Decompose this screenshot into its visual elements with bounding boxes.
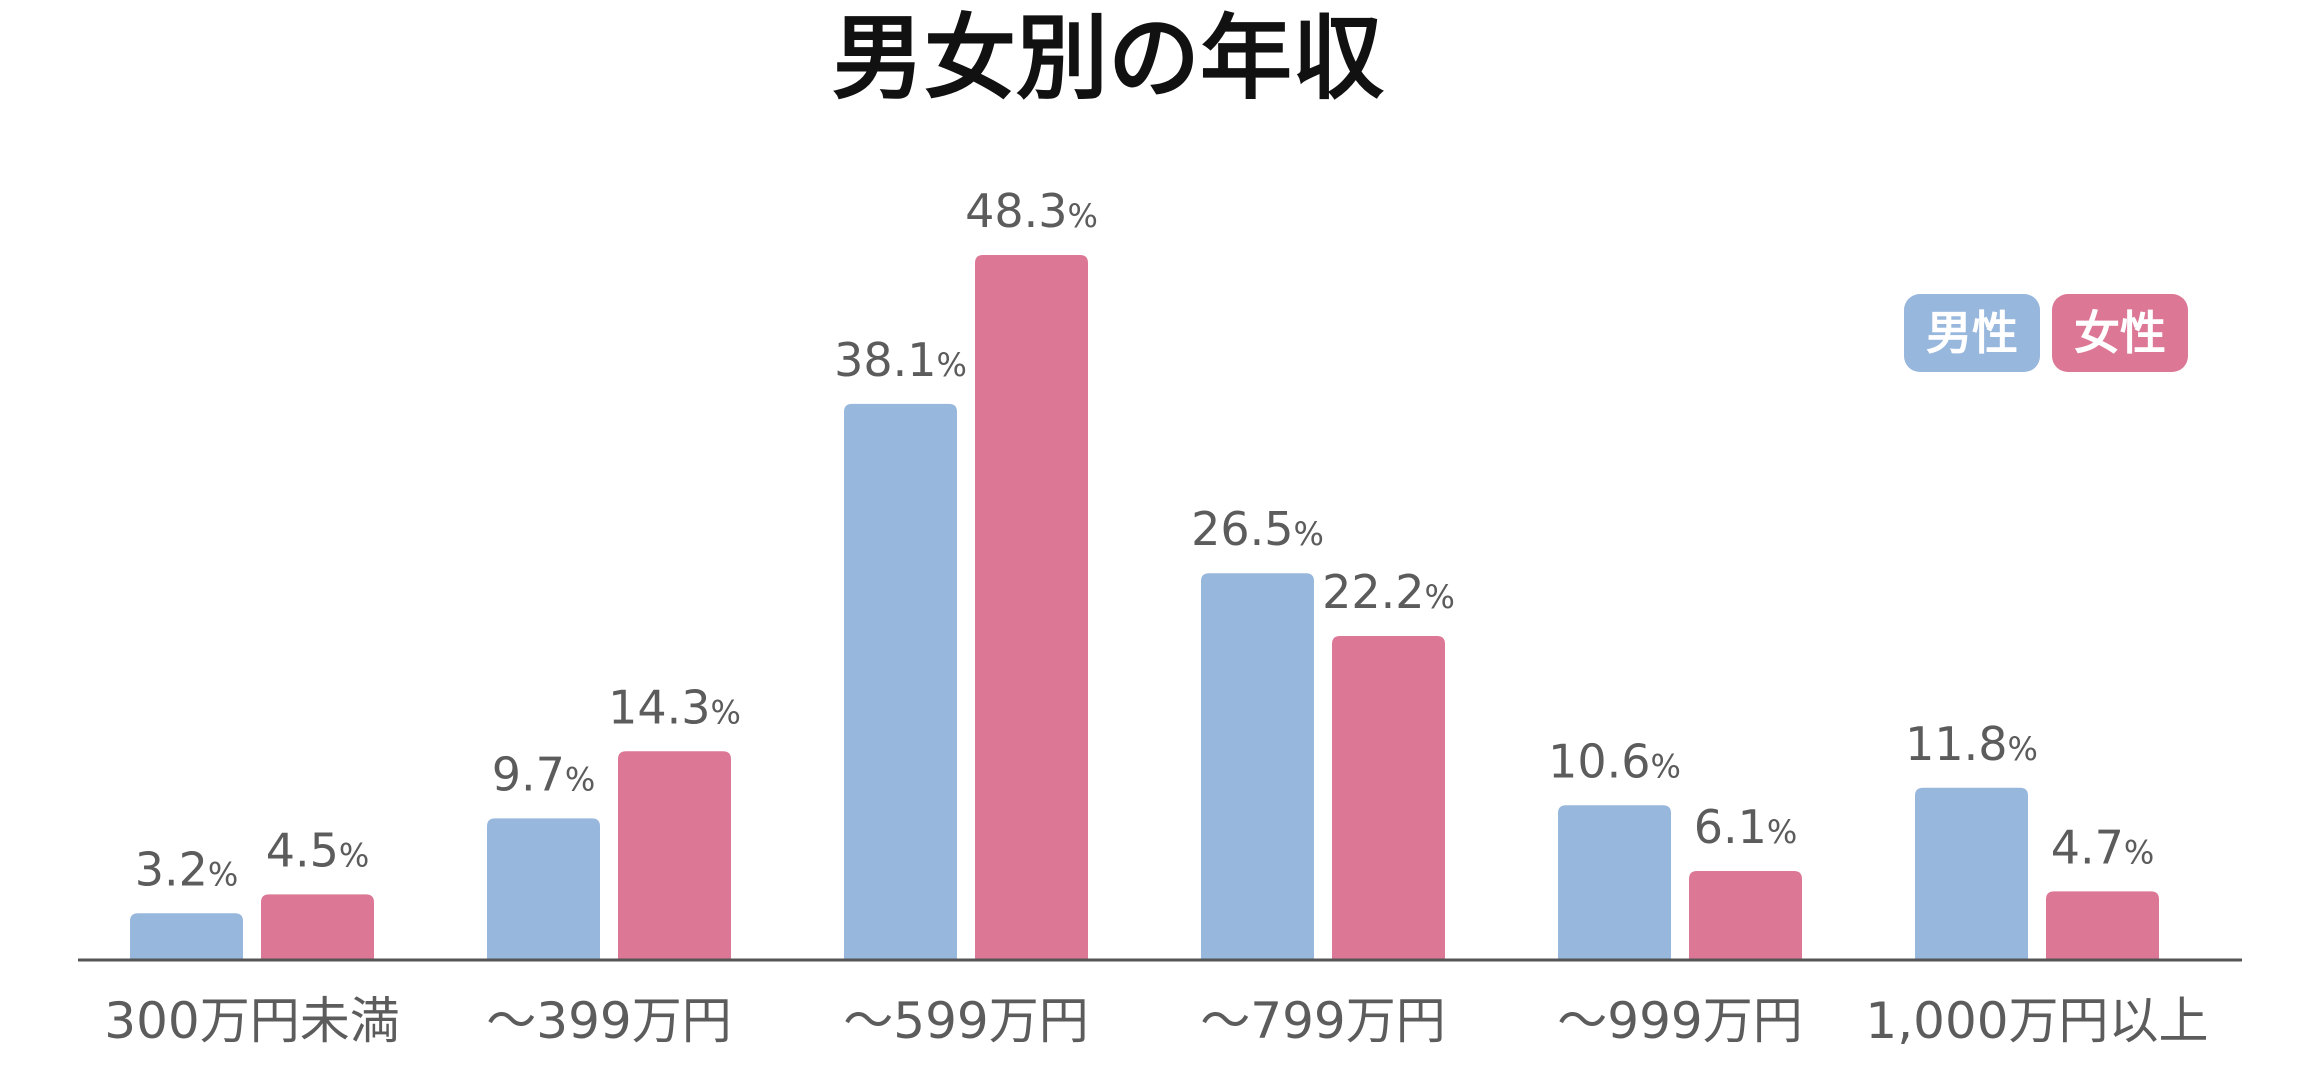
value-label-female-2: 48.3% (965, 184, 1098, 238)
bar-female-2 (975, 255, 1088, 960)
value-label-male-3: 26.5% (1191, 502, 1324, 556)
value-label-female-0: 4.5% (266, 823, 370, 877)
x-tick-label-0: 300万円未満 (104, 992, 399, 1050)
legend-swatch-male (1904, 294, 2040, 372)
bar-female-0 (261, 894, 374, 960)
bar-female-3 (1332, 635, 1445, 960)
x-tick-labels-group: 300万円未満 ～399万円 ～599万円 ～799万円 ～999万円 1,000万円以上 (104, 992, 2208, 1050)
legend-label-male: 男性 (1926, 306, 2018, 360)
value-label-male-4: 10.6% (1548, 734, 1681, 788)
bar-male-5 (1915, 787, 2028, 960)
x-tick-label-5: 1,000万円以上 (1865, 992, 2208, 1050)
bar-male-1 (487, 818, 600, 960)
value-label-male-0: 3.2% (135, 842, 239, 896)
legend-swatch-female (2052, 294, 2188, 372)
x-tick-label-3: ～799万円 (1200, 992, 1445, 1050)
x-tick-label-2: ～599万円 (843, 992, 1088, 1050)
bars-group (130, 255, 2159, 961)
value-label-male-1: 9.7% (492, 747, 596, 801)
value-label-male-2: 38.1% (834, 333, 967, 387)
bar-female-4 (1689, 870, 1802, 960)
bar-male-0 (130, 913, 243, 960)
value-label-male-5: 11.8% (1905, 717, 2038, 771)
x-tick-label-4: ～999万円 (1557, 992, 1802, 1050)
bar-male-3 (1201, 573, 1314, 960)
value-label-female-1: 14.3% (608, 680, 741, 734)
value-label-female-5: 4.7% (2051, 820, 2155, 874)
bar-female-5 (2046, 891, 2159, 960)
value-labels-group: 3.2% 4.5% 9.7%14.3% 38.1% 48.3% 26.5% 22.2% 10.… (135, 184, 2155, 896)
x-tick-label-1: ～399万円 (486, 992, 731, 1050)
legend: 男性 女性 (1904, 294, 2188, 372)
legend-label-female: 女性 (2074, 306, 2166, 360)
value-label-female-3: 22.2% (1322, 565, 1455, 619)
bar-female-1 (618, 751, 731, 960)
bar-male-4 (1558, 805, 1671, 960)
chart-title: 男女別の年収 (832, 5, 1384, 112)
value-label-female-4: 6.1% (1694, 800, 1798, 854)
bar-male-2 (844, 403, 957, 961)
